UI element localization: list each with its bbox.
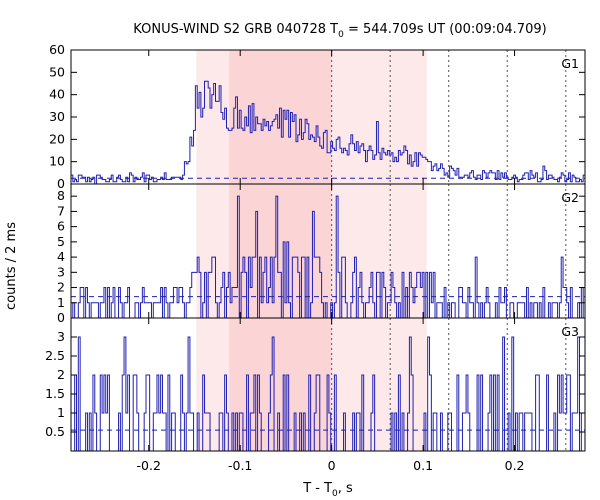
panel-label: G3 — [561, 324, 579, 339]
y-axis-label: counts / 2 ms — [4, 222, 19, 310]
y-tick-label: 5 — [57, 234, 65, 249]
y-tick-label: 50 — [49, 64, 65, 79]
y-tick-label: 0 — [57, 176, 65, 191]
y-tick-label: 3 — [57, 329, 65, 344]
panel-g1: 0 10 20 30 40 50 60 G1 — [49, 42, 586, 191]
series-g2 — [71, 195, 585, 319]
x-tick-label: 0.1 — [413, 458, 433, 473]
y-tick-label: 1.5 — [45, 386, 65, 401]
x-axis-label-prefix: T - T — [302, 481, 332, 496]
series-g1 — [71, 80, 585, 185]
y-tick-label: 3 — [57, 264, 65, 279]
chart-title-prefix: KONUS-WIND S2 GRB 040728 T — [133, 22, 338, 37]
y-tick-label: 4 — [57, 249, 65, 264]
y-tick-label: 1 — [57, 295, 65, 310]
x-tick-label: 0 — [328, 458, 336, 473]
x-tick-label: -0.1 — [228, 458, 252, 473]
y-tick-label: 30 — [49, 109, 65, 124]
y-tick-label: 10 — [49, 154, 65, 169]
chart-title-suffix: = 544.709s UT (00:09:04.709) — [344, 22, 547, 37]
panel-label: G1 — [561, 56, 579, 71]
y-tick-label: 6 — [57, 219, 65, 234]
x-axis-label-subscript: 0 — [332, 489, 338, 499]
panel-g3: 0.5 1 1.5 2 2.5 3 G3 — [45, 317, 586, 452]
x-tick-label: -0.2 — [137, 458, 161, 473]
chart-title: KONUS-WIND S2 GRB 040728 T0 = 544.709s U… — [133, 22, 546, 40]
x-tick-label: 0.2 — [505, 458, 525, 473]
shaded-inner-interval — [229, 184, 332, 318]
panel-frame — [70, 317, 586, 452]
y-tick-label: 2 — [57, 280, 65, 295]
y-tick-label: 0.5 — [45, 424, 65, 439]
y-tick-label: 7 — [57, 203, 65, 218]
y-tick-label: 60 — [49, 42, 65, 57]
y-tick-label: 1 — [57, 405, 65, 420]
chart-title-subscript: 0 — [338, 30, 344, 40]
panel-label: G2 — [561, 190, 579, 205]
x-axis-label: T - T0, s — [302, 481, 353, 499]
y-tick-label: 2.5 — [45, 348, 65, 363]
y-tick-label: 40 — [49, 87, 65, 102]
y-tick-label: 8 — [57, 188, 65, 203]
y-tick-label: 2 — [57, 367, 65, 382]
y-tick-label: 0 — [57, 310, 65, 325]
x-axis-label-suffix: , s — [338, 481, 353, 496]
y-tick-label: 20 — [49, 131, 65, 146]
